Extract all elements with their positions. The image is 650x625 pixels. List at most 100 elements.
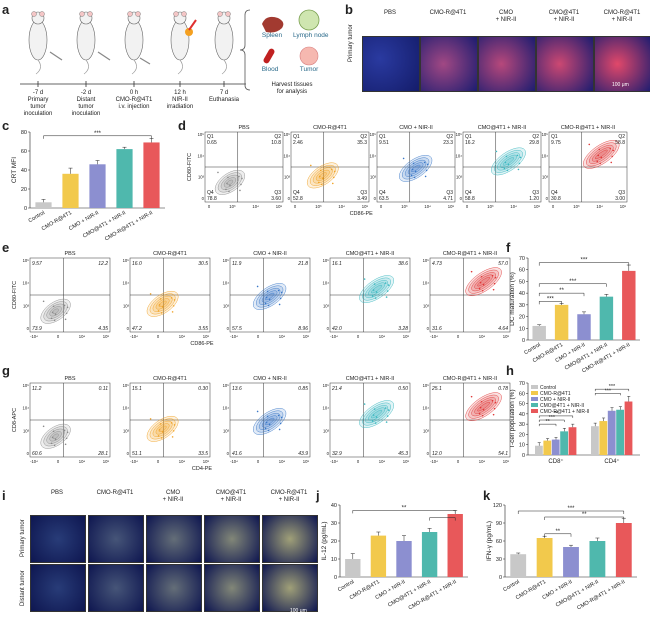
event-dot xyxy=(588,143,591,146)
y-tick-label: 0 xyxy=(227,326,230,331)
event-dot xyxy=(371,420,374,422)
event-dot xyxy=(518,162,521,165)
y-tick-label: 10³ xyxy=(456,175,463,180)
contour xyxy=(359,400,394,428)
bar xyxy=(599,421,608,455)
contour xyxy=(258,413,281,430)
micrograph xyxy=(204,515,260,563)
quadrant-value: 0.85 xyxy=(298,386,308,392)
bar xyxy=(577,314,591,340)
contour xyxy=(52,308,59,314)
flow-plot-e: 16.1 38.6 42.0 3.28 CMO@4T1 + NIR-II 10⁵ 10⁴ 10… xyxy=(323,251,411,339)
x-tick-label: 10⁵ xyxy=(403,459,410,464)
x-tick-label: CD4⁺ xyxy=(604,458,619,465)
quadrant-value: 41.6 xyxy=(232,451,242,457)
syringe-icon xyxy=(97,51,111,61)
bar xyxy=(89,164,106,208)
micrograph xyxy=(594,36,650,92)
event-dot xyxy=(240,183,242,186)
y-tick-label: 10³ xyxy=(23,303,30,308)
timeline-desc: CMO-R@4T1 i.v. injection xyxy=(115,97,153,110)
contour xyxy=(223,177,237,188)
mouse-ear xyxy=(181,11,187,17)
contour xyxy=(586,142,617,167)
contour xyxy=(253,408,287,435)
event-dot xyxy=(414,170,417,173)
event-dot xyxy=(64,443,67,446)
quadrant-value: 52.8 xyxy=(293,196,303,202)
event-dot xyxy=(410,174,413,177)
y-axis-label: CD80-FITC xyxy=(12,281,18,309)
group-header: CMO-R@4T1 xyxy=(313,125,347,131)
y-tick-label: 10⁴ xyxy=(123,281,130,286)
x-tick-label: 10⁴ xyxy=(424,204,431,209)
x-tick-label: 0 xyxy=(457,459,460,464)
event-dot xyxy=(597,154,600,157)
event-dot xyxy=(229,184,231,187)
x-tick-label: -10⁴ xyxy=(130,334,138,339)
contour xyxy=(306,162,339,189)
bar xyxy=(563,547,579,577)
y-tick-label: 10³ xyxy=(323,303,330,308)
y-tick-label: 0 xyxy=(334,575,337,581)
contour xyxy=(217,172,243,193)
event-dot xyxy=(172,430,175,432)
x-tick-label: CMO-R@4T1 + NIR-II xyxy=(104,210,154,243)
quadrant-name: Q3 xyxy=(532,190,539,196)
event-dot xyxy=(265,296,268,299)
event-dot xyxy=(600,156,603,159)
quadrant-name: Q2 xyxy=(274,134,281,140)
x-tick-label: 0 xyxy=(57,334,60,339)
event-dot xyxy=(170,297,173,299)
event-dot xyxy=(225,188,227,191)
y-tick-label: 0 xyxy=(460,196,463,201)
bar xyxy=(568,427,577,455)
contour xyxy=(496,152,520,171)
event-dot xyxy=(386,415,389,417)
timeline-step-3: 12 h NIR-II irradiation xyxy=(150,90,210,111)
y-tick-label: 10⁵ xyxy=(223,258,230,263)
contour xyxy=(318,172,327,179)
timeline-desc: Euthanasia xyxy=(208,97,240,103)
y-tick-label: 30 xyxy=(331,521,337,527)
event-dot xyxy=(52,430,55,433)
contour xyxy=(43,301,68,322)
bar xyxy=(62,173,79,208)
x-tick-label: Control xyxy=(502,579,520,593)
event-dot xyxy=(317,181,320,184)
significance-bracket xyxy=(429,517,456,521)
quadrant-value: 16.2 xyxy=(465,140,475,146)
bar xyxy=(447,514,463,577)
y-tick-label: 0 xyxy=(327,326,330,331)
x-tick-label: 10⁴ xyxy=(179,459,186,464)
quadrant-value: 4.64 xyxy=(498,326,508,332)
micrograph xyxy=(262,515,318,563)
event-dot xyxy=(64,318,67,321)
quadrant-value: 0.78 xyxy=(498,386,508,392)
mouse-ear xyxy=(39,11,45,17)
contour xyxy=(146,290,179,317)
y-tick-label: 20 xyxy=(519,432,525,438)
significance-label: *** xyxy=(609,384,616,390)
event-dot xyxy=(318,175,321,178)
event-dot xyxy=(268,298,271,301)
significance-bracket xyxy=(544,533,572,537)
mouse-tail xyxy=(83,59,89,75)
event-dot xyxy=(412,162,415,165)
x-tick-label: 10⁴ xyxy=(279,334,286,339)
event-dot xyxy=(42,425,45,428)
y-tick-label: 0 xyxy=(327,451,330,456)
y-tick-label: 0 xyxy=(288,196,291,201)
y-tick-label: 10³ xyxy=(323,428,330,433)
y-axis-label: CD8-APC xyxy=(12,408,18,432)
y-tick-label: 0 xyxy=(127,451,130,456)
panel-label-c: c xyxy=(2,118,10,133)
contour xyxy=(477,401,490,412)
significance-label: ** xyxy=(582,512,587,518)
contour xyxy=(471,397,496,417)
quadrant-value: 29.8 xyxy=(529,140,539,146)
y-tick-label: 20 xyxy=(331,539,337,545)
event-dot xyxy=(278,303,281,306)
